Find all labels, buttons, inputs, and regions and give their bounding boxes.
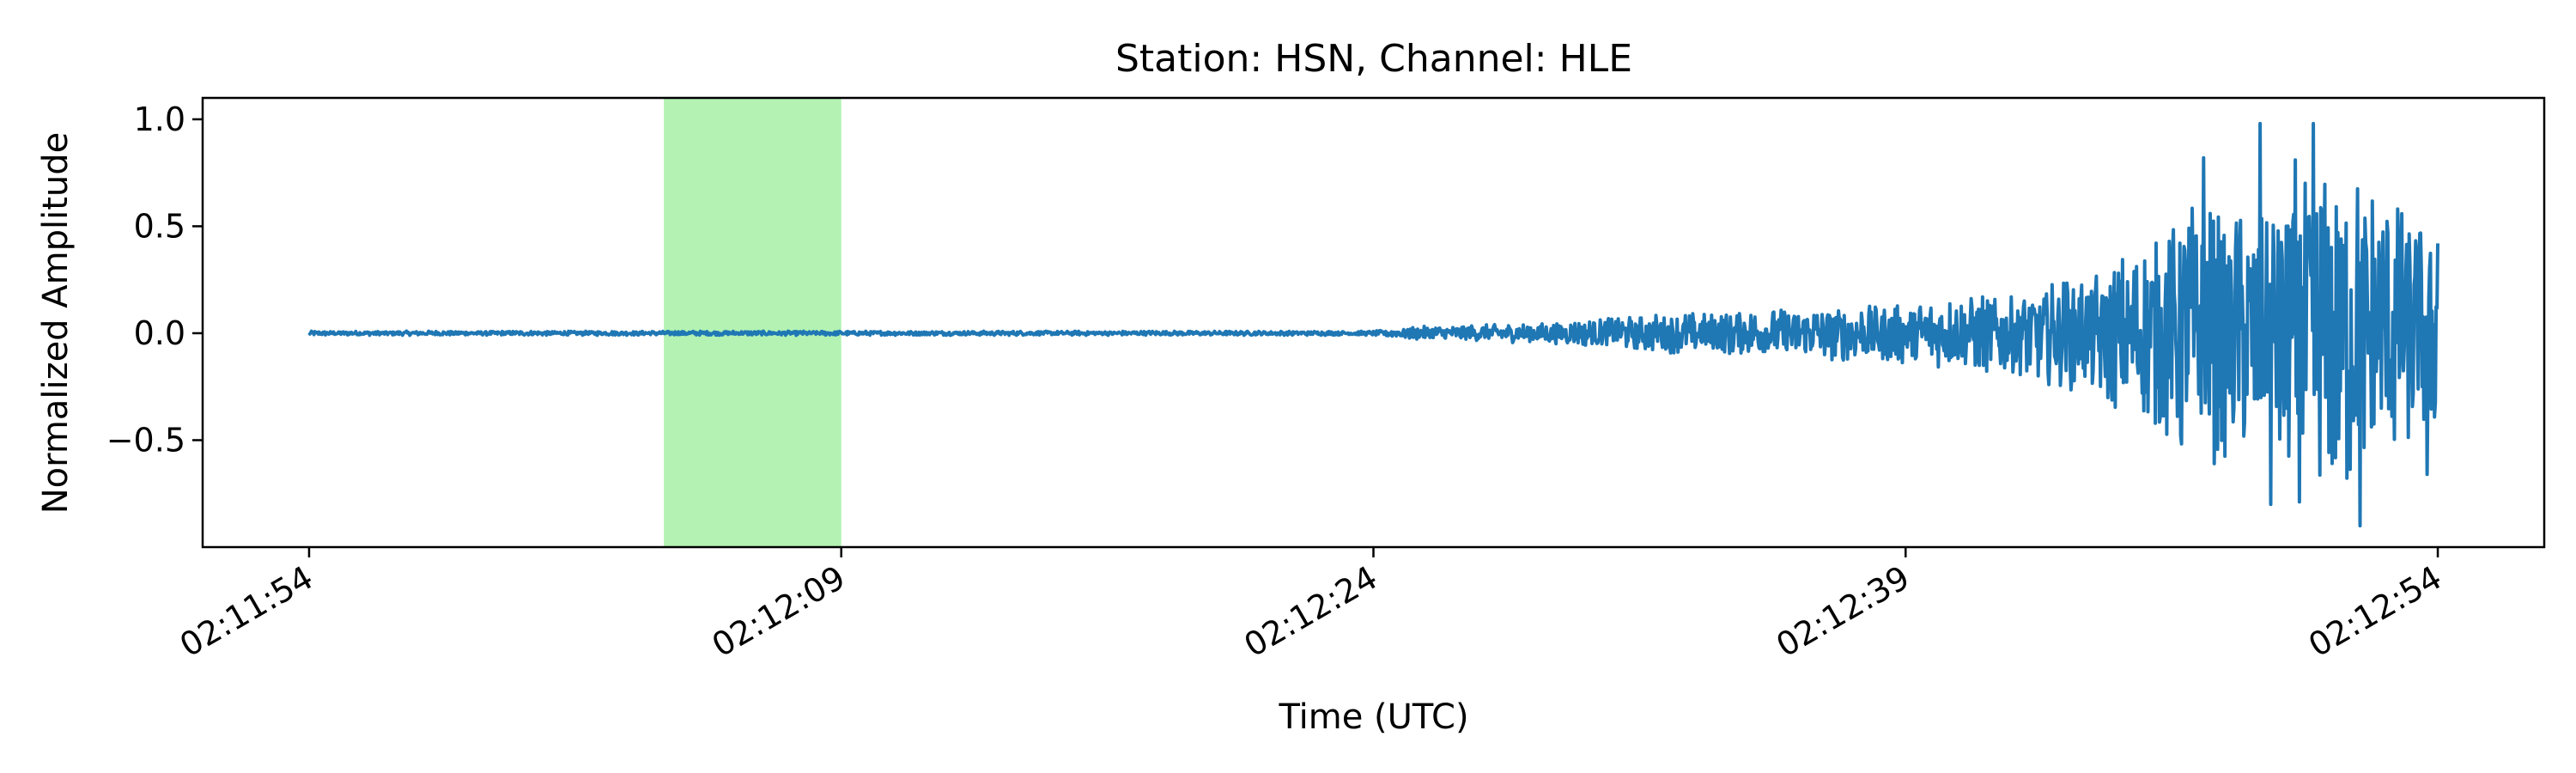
plot-area	[307, 98, 2439, 547]
x-tick-label: 02:12:24	[1238, 558, 1384, 664]
y-axis-label: Normalized Amplitude	[36, 132, 76, 514]
x-axis-label: Time (UTC)	[1278, 697, 1468, 737]
x-tick-label: 02:11:54	[173, 558, 319, 664]
y-tick-label: 1.0	[134, 100, 185, 138]
y-tick-label: 0.0	[134, 314, 185, 352]
x-tick-label: 02:12:09	[706, 558, 852, 664]
y-tick-label: 0.5	[134, 207, 185, 245]
waveform-line	[307, 121, 2439, 528]
chart-title: Station: HSN, Channel: HLE	[1115, 37, 1632, 81]
x-tick-label: 02:12:39	[1770, 558, 1916, 664]
y-tick-label: −0.5	[106, 421, 185, 459]
highlight-window	[664, 98, 841, 547]
x-tick-label: 02:12:54	[2302, 558, 2448, 664]
